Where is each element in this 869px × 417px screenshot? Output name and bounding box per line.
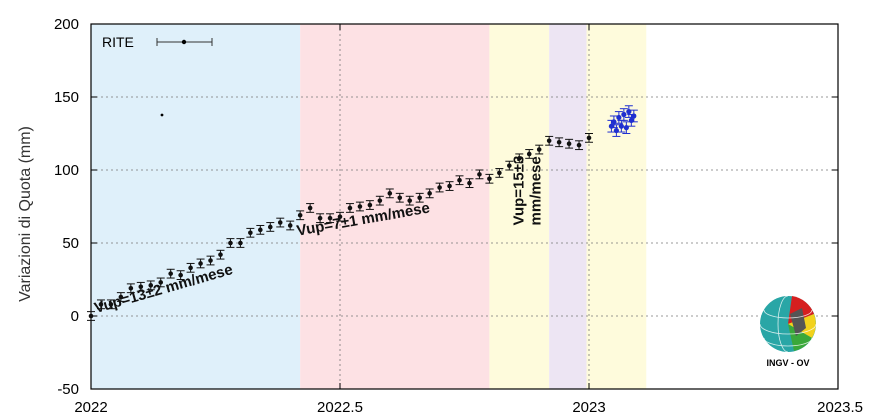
data-point: [327, 215, 333, 221]
data-point: [198, 261, 203, 266]
x-tick-label: 2022: [74, 399, 107, 416]
data-point: [317, 215, 323, 221]
data-point: [516, 156, 522, 161]
data-point: [267, 224, 273, 230]
x-tick-label: 2023: [572, 399, 605, 416]
data-series: [87, 105, 638, 321]
data-point: [307, 205, 313, 211]
data-point: [357, 204, 363, 209]
legend-marker: [181, 39, 187, 45]
data-point: [586, 135, 592, 141]
data-point: [437, 185, 442, 190]
data-point: [258, 227, 263, 233]
data-point: [218, 252, 223, 257]
data-point: [616, 114, 622, 121]
data-point: [536, 147, 542, 152]
data-point: [427, 191, 432, 196]
data-point: [98, 302, 104, 307]
logo-grid-lines: [759, 295, 817, 353]
data-point: [507, 163, 512, 168]
data-point: [337, 214, 343, 220]
data-point: [178, 272, 183, 278]
data-point: [556, 139, 562, 145]
grid-lines: [91, 24, 838, 389]
data-point: [238, 240, 243, 246]
data-point: [387, 191, 393, 196]
y-axis-label: Variazioni di Quota (mm): [17, 126, 34, 302]
data-point: [417, 195, 422, 201]
legend: RITE: [102, 34, 213, 50]
data-point: [576, 142, 582, 148]
data-point: [188, 265, 193, 271]
plot-frame: [90, 23, 839, 390]
y-axis: 200 150 100 50 0 -50: [54, 16, 838, 398]
y-tick-label: -50: [57, 381, 79, 398]
data-point: [287, 223, 293, 228]
x-tick-label: 2022.5: [317, 399, 363, 416]
data-point: [228, 240, 233, 246]
x-axis: 2022 2022.5 2023 2023.5: [74, 24, 863, 416]
data-point: [618, 123, 624, 129]
data-point: [397, 195, 403, 201]
data-point: [447, 183, 452, 189]
data-point: [118, 294, 124, 300]
data-point: [128, 285, 134, 291]
data-point: [467, 180, 472, 186]
data-point: [168, 271, 173, 276]
y-tick-label: 200: [54, 16, 79, 33]
rate-label: mm/mese: [528, 156, 545, 225]
data-point: [631, 113, 637, 119]
data-point: [457, 177, 462, 183]
data-point: [88, 313, 94, 319]
x-tick-label: 2023.5: [817, 399, 863, 416]
logo-label: INGV - OV: [766, 358, 809, 368]
data-point: [407, 198, 413, 203]
period-band-1: [91, 24, 301, 389]
logo-segment-dark: [790, 308, 806, 336]
stray-point: [160, 113, 164, 117]
period-band-2: [300, 24, 490, 389]
y-tick-label: 100: [54, 162, 79, 179]
rate-label: Vup=15±3: [510, 156, 527, 226]
data-point: [108, 302, 114, 307]
period-bands: [91, 24, 647, 389]
data-point: [497, 170, 502, 176]
period-band-4: [549, 24, 587, 389]
data-point: [546, 138, 552, 144]
data-point: [526, 151, 532, 157]
data-point: [297, 212, 303, 218]
data-point: [158, 280, 164, 285]
logo-segment-green: [788, 324, 812, 351]
data-point: [248, 230, 253, 236]
y-tick-label: 150: [54, 89, 79, 106]
data-point: [148, 283, 154, 288]
period-band-3: [489, 24, 550, 389]
data-point: [566, 141, 572, 147]
data-point: [477, 172, 482, 177]
data-point: [367, 202, 373, 208]
data-point: [208, 258, 213, 263]
data-point: [277, 220, 283, 225]
y-tick-label: 50: [62, 235, 79, 252]
y-tick-label: 0: [71, 308, 79, 325]
period-band-5: [586, 24, 647, 389]
data-point: [621, 111, 627, 118]
data-point: [377, 198, 383, 203]
legend-label: RITE: [102, 34, 134, 50]
data-point: [138, 284, 144, 290]
data-point: [347, 205, 353, 211]
ingv-ov-logo: INGV - OV: [759, 295, 817, 368]
data-point: [487, 176, 492, 182]
